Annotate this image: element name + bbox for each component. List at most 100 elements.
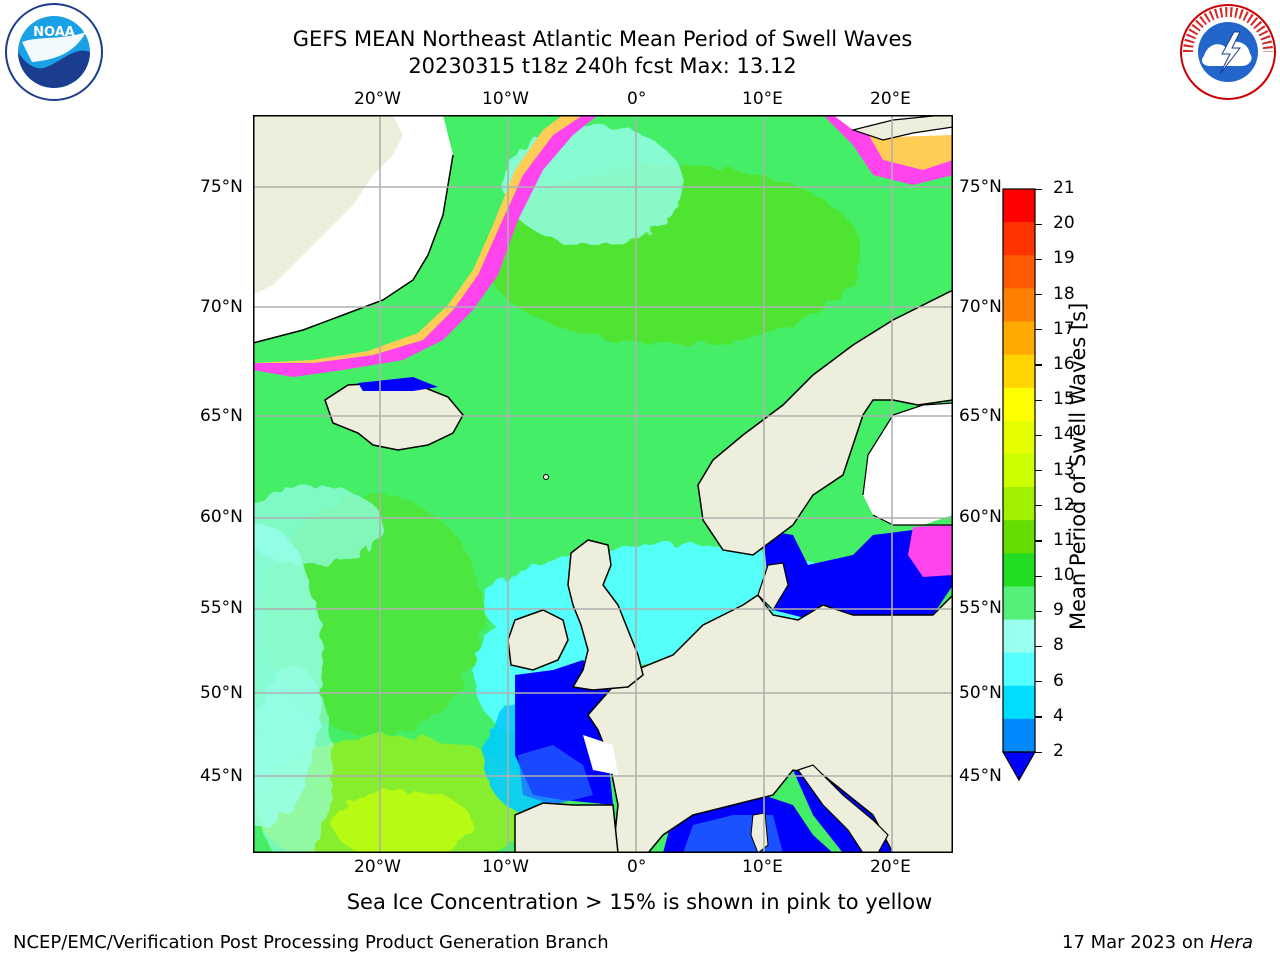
colorbar-tick-label: 4 (1053, 705, 1064, 726)
colorbar-cell (1003, 553, 1035, 587)
colorbar-cell (1003, 453, 1035, 488)
lat-label-left-55n: 55°N (200, 598, 243, 618)
lat-label-right-75n: 75°N (959, 177, 1002, 197)
colorbar-tick-mark (1035, 575, 1042, 577)
colorbar-cell (1003, 520, 1035, 554)
colorbar-tick-mark (1035, 329, 1042, 331)
colorbar-cell (1003, 387, 1035, 422)
lon-label-bottom-10e: 10°E (742, 857, 783, 877)
map-panel (253, 115, 953, 853)
chart-title: GEFS MEAN Northeast Atlantic Mean Period… (292, 27, 913, 51)
chart-subtitle: 20230315 t18z 240h fcst Max: 13.12 (408, 54, 797, 78)
lon-label-top-10w: 10°W (482, 89, 529, 109)
colorbar-cell (1003, 321, 1035, 356)
denmark (757, 562, 789, 611)
footer-host: Hera (1209, 932, 1254, 953)
colorbar-tick-label: 11 (1053, 529, 1075, 550)
colorbar-tick-label: 13 (1053, 459, 1075, 480)
colorbar-cell (1003, 619, 1035, 654)
colorbar-tick-mark (1035, 294, 1042, 296)
colorbar-tick-label: 10 (1053, 565, 1075, 586)
colorbar-tick-mark (1035, 751, 1042, 753)
sea-ice-note: Sea Ice Concentration > 15% is shown in … (346, 890, 933, 914)
colorbar-tick-label: 17 (1053, 318, 1075, 339)
lon-label-bottom-20e: 20°E (870, 857, 911, 877)
gulf-of-bothnia-ice (863, 403, 953, 525)
iberia (514, 802, 619, 853)
colorbar-tick-mark (1035, 470, 1042, 472)
lon-label-bottom-20w: 20°W (354, 857, 401, 877)
colorbar-tick-label: 18 (1053, 283, 1075, 304)
lon-label-top-0: 0° (627, 89, 647, 109)
france-white-patch (583, 735, 618, 775)
lon-label-top-10e: 10°E (742, 89, 783, 109)
lon-label-top-20e: 20°E (870, 89, 911, 109)
noaa-logo-text: NOAA (33, 25, 75, 40)
lat-label-right-70n: 70°N (959, 297, 1002, 317)
footer-date: 17 Mar 2023 on Hera (1062, 932, 1253, 953)
lat-label-left-60n: 60°N (200, 507, 243, 527)
map-frame (253, 115, 953, 853)
colorbar-tick-mark (1035, 716, 1042, 718)
colorbar-tick-mark (1035, 434, 1042, 436)
colorbar-tick-label: 6 (1053, 670, 1064, 691)
colorbar-tick-mark (1035, 681, 1042, 683)
noaa-logo: NOAA (5, 3, 103, 101)
colorbar-cell (1003, 222, 1035, 256)
lat-label-right-50n: 50°N (959, 683, 1002, 703)
colorbar-cell (1003, 420, 1035, 455)
italy (797, 764, 889, 853)
graticule (253, 115, 953, 853)
colorbar-tick-label: 20 (1053, 213, 1075, 234)
colorbar-cell (1003, 288, 1035, 322)
colorbar-tick-mark (1035, 223, 1042, 225)
lat-label-right-45n: 45°N (959, 766, 1002, 786)
lat-label-right-55n: 55°N (959, 598, 1002, 618)
lon-label-bottom-10w: 10°W (482, 857, 529, 877)
lat-label-left-45n: 45°N (200, 766, 243, 786)
colorbar-cell (1003, 718, 1035, 753)
lat-label-left-50n: 50°N (200, 683, 243, 703)
colorbar-tick-label: 12 (1053, 494, 1075, 515)
colorbar-tick-mark (1035, 258, 1042, 261)
colorbar-tick-mark (1035, 610, 1042, 612)
scandinavia (697, 289, 953, 556)
colorbar-cell (1003, 652, 1035, 687)
colorbar-tick-mark (1035, 188, 1042, 190)
colorbar-tick-mark (1035, 540, 1042, 542)
lat-label-left-75n: 75°N (200, 177, 243, 197)
colorbar-tick-label: 19 (1053, 248, 1075, 269)
lat-label-left-70n: 70°N (200, 297, 243, 317)
lat-label-right-65n: 65°N (959, 406, 1002, 426)
greenland-land (253, 115, 403, 295)
colorbar-tick-label: 15 (1053, 389, 1075, 410)
colorbar-tick-label: 8 (1053, 635, 1064, 656)
colorbar (1001, 188, 1037, 782)
colorbar-tick-mark (1035, 364, 1042, 366)
colorbar-cell (1003, 189, 1035, 223)
colorbar-tick-label: 2 (1053, 741, 1064, 761)
colorbar-cell (1003, 354, 1035, 389)
lat-label-left-65n: 65°N (200, 406, 243, 426)
ireland (507, 609, 569, 671)
lat-label-right-60n: 60°N (959, 507, 1002, 527)
colorbar-tick-label: 16 (1053, 353, 1075, 374)
nws-logo (1180, 4, 1276, 100)
colorbar-tick-label: 9 (1053, 600, 1064, 621)
colorbar-tick-label: 14 (1053, 424, 1075, 445)
colorbar-cell (1003, 487, 1035, 521)
colorbar-extend-arrow (1001, 751, 1037, 782)
colorbar-tick-mark (1035, 645, 1042, 648)
lon-label-top-20w: 20°W (354, 89, 401, 109)
colorbar-label: Mean Period of Swell Waves [s] (1066, 302, 1090, 630)
sea-ice-edge-greenland (253, 115, 598, 377)
colorbar-tick-label: 21 (1053, 178, 1075, 198)
lon-label-bottom-0: 0° (627, 857, 647, 877)
baltic-low-swell (763, 525, 953, 625)
colorbar-cell (1003, 255, 1035, 289)
colorbar-tick-mark (1035, 505, 1042, 507)
footer-credit: NCEP/EMC/Verification Post Processing Pr… (13, 932, 609, 953)
svalbard (850, 115, 953, 141)
colorbar-cell (1003, 685, 1035, 720)
colorbar-cell (1003, 586, 1035, 621)
